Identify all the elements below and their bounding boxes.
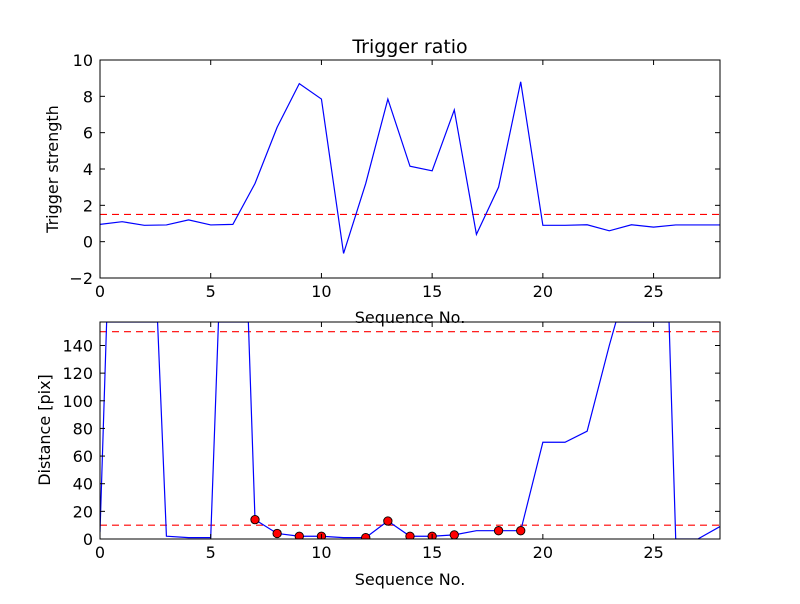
top-x-tick-label: 25 [643,282,663,301]
bottom-y-tick-label: 60 [73,447,93,466]
bottom-y-tick-label: 40 [73,475,93,494]
bottom-y-tick-label: 0 [83,530,93,549]
top-panel: Trigger ratio Sequence No. Trigger stren… [43,36,721,327]
top-x-tick-label: 20 [533,282,553,301]
bottom-x-tick-label: 10 [311,543,331,562]
top-series-line-0 [100,81,720,254]
bottom-y-tick-label: 140 [62,336,93,355]
bottom-y-tick-label: 80 [73,419,93,438]
top-plot-area [100,81,720,254]
top-y-tick-label: 10 [73,51,93,70]
bottom-x-tick-label: 20 [533,543,553,562]
bottom-marker-point [272,528,282,539]
bottom-marker-point [250,514,260,525]
top-x-tick-label: 5 [206,282,216,301]
top-y-tick-label: 6 [83,124,93,143]
bottom-plot-area [100,322,720,539]
bottom-x-tick-label: 15 [422,543,442,562]
bottom-y-tick-label: 100 [62,392,93,411]
top-y-tick-label: −2 [69,269,93,288]
bottom-axis-ticks: 0 5 10 15 20 25 0 20 40 60 80 100 120 140 [62,322,720,562]
bottom-marker-point [361,532,371,539]
bottom-y-tick-label: 120 [62,364,93,383]
top-x-axis-label: Sequence No. [355,308,466,327]
top-y-tick-label: 2 [83,196,93,215]
bottom-marker-point [405,531,415,539]
top-y-tick-label: 8 [83,87,93,106]
bottom-x-tick-label: 25 [643,543,663,562]
top-y-tick-label: 0 [83,233,93,252]
bottom-marker-point [383,516,393,526]
bottom-x-tick-label: 5 [206,543,216,562]
bottom-series-line-0 [100,322,720,539]
top-x-tick-label: 15 [422,282,442,301]
bottom-axes-frame [99,321,721,540]
bottom-marker-point [449,530,459,539]
top-y-tick-label: 4 [83,160,93,179]
bottom-y-tick-label: 20 [73,502,93,521]
top-x-tick-label: 10 [311,282,331,301]
top-axes-frame [99,59,721,279]
bottom-panel: Sequence No. Distance [pix] 0 5 10 15 20 25 0 2… [35,321,721,589]
bottom-marker-point [294,531,304,539]
bottom-marker-point [516,526,526,536]
top-chart-title: Trigger ratio [351,36,467,58]
top-x-tick-label: 0 [95,282,105,301]
top-y-axis-label: Trigger strength [43,105,62,234]
bottom-y-axis-label: Distance [pix] [35,374,54,486]
bottom-x-axis-label: Sequence No. [355,570,466,589]
bottom-x-tick-label: 0 [95,543,105,562]
bottom-marker-point [493,526,504,536]
